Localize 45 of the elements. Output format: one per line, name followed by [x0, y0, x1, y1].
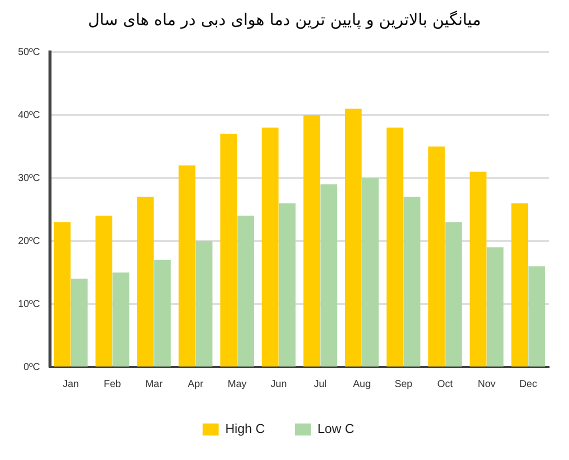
bar — [95, 216, 112, 366]
y-tick-label: 20ºC — [18, 236, 40, 247]
legend-label: Low C — [317, 421, 354, 436]
x-tick-label: Jan — [62, 378, 79, 390]
bar — [237, 216, 254, 366]
bar — [54, 222, 71, 366]
y-tick-label: 10ºC — [18, 298, 40, 310]
bar — [344, 108, 362, 366]
bar — [178, 165, 196, 366]
bar — [528, 266, 546, 366]
bar — [154, 260, 171, 366]
x-tick-label: Sep — [394, 378, 413, 390]
x-tick-label: Jun — [270, 378, 287, 390]
x-tick-label: Nov — [478, 378, 496, 390]
chart-title: میانگین بالاترین و پایین ترین دما هوای دبی در ماه های سال — [87, 10, 482, 31]
bar — [262, 128, 279, 366]
bar — [320, 184, 338, 366]
y-tick-label: 30ºC — [18, 172, 40, 184]
bar — [278, 203, 296, 366]
x-tick-label: Mar — [145, 378, 164, 390]
y-tick-label: 50ºC — [18, 46, 40, 58]
y-tick-label: 0ºC — [24, 362, 40, 373]
x-tick-label: Dec — [519, 378, 538, 390]
x-tick-label: May — [228, 378, 247, 390]
bar — [486, 247, 504, 366]
bar — [220, 134, 237, 366]
x-tick-label: Oct — [437, 378, 454, 390]
bar — [362, 178, 379, 366]
bar — [303, 115, 320, 366]
bar — [112, 272, 130, 366]
y-tick-label: 40ºC — [18, 110, 40, 121]
x-tick-label: Apr — [188, 378, 204, 390]
bar — [196, 241, 212, 366]
bar — [511, 203, 528, 366]
bar — [404, 196, 420, 366]
bar — [386, 128, 404, 366]
bar — [70, 278, 88, 366]
x-tick-label: Jul — [314, 378, 327, 390]
bar — [428, 146, 445, 366]
x-tick-label: Aug — [352, 378, 371, 390]
x-tick-label: Feb — [104, 378, 122, 390]
bar — [137, 196, 154, 366]
bar — [470, 172, 486, 366]
legend-label: High C — [225, 421, 265, 436]
bar — [445, 222, 462, 366]
